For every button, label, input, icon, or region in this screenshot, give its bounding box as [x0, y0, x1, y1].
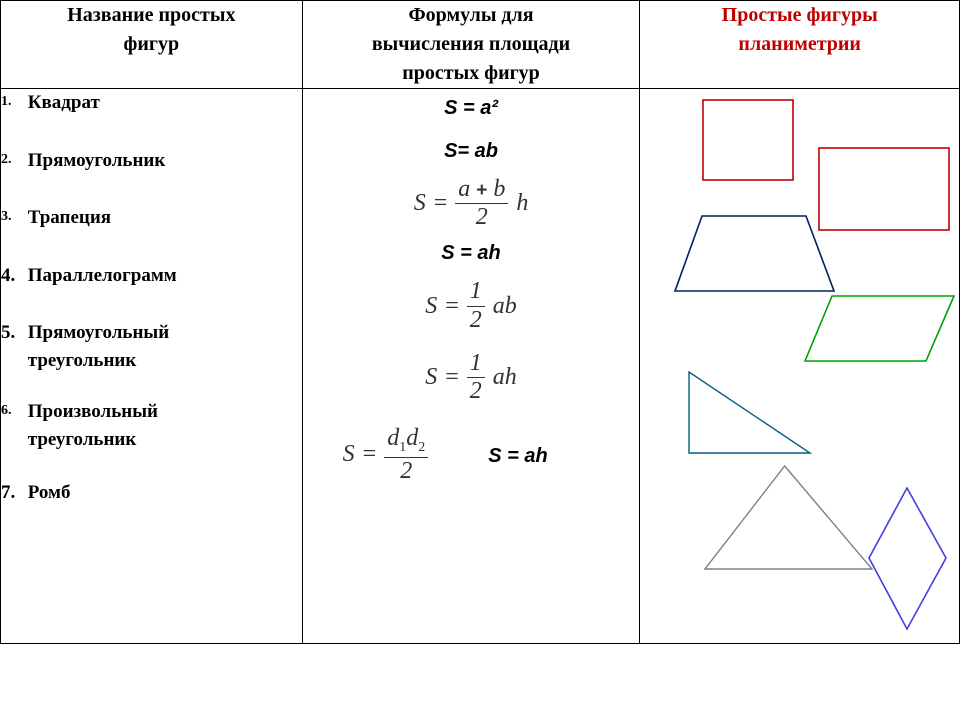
list-item: 6. Произвольныйтреугольник: [1, 398, 302, 453]
header-figures: Простые фигурыпланиметрии: [640, 1, 960, 89]
frac-bot: 2: [476, 204, 488, 230]
frac-top: a + b: [458, 176, 505, 202]
col-figures: [640, 89, 960, 644]
list-number: 1.: [1, 89, 23, 116]
frac-top: 1: [467, 279, 485, 306]
frac-top: 1: [467, 351, 485, 378]
formula-triangle: S = 1 2 ah: [303, 347, 640, 412]
fraction: a + b 2: [455, 177, 508, 230]
list-number: 7.: [1, 479, 23, 507]
list-item: 5. Прямоугольныйтреугольник: [1, 319, 302, 374]
formula-parallelogram: S = ah: [303, 242, 640, 265]
list-number: 2.: [1, 147, 23, 174]
formula-square: S = a²: [303, 97, 640, 120]
shape-rhombus: [868, 487, 949, 632]
fraction: 1 2: [467, 351, 485, 404]
list-number: 6.: [1, 398, 23, 425]
formula-symbol: S: [343, 441, 355, 468]
list-item: 3. Трапеция: [1, 204, 302, 232]
list-item: 1. Квадрат: [1, 89, 302, 117]
formula-rhombus-alt: S = ah: [488, 445, 547, 468]
frac-top: d1d2: [384, 426, 428, 457]
col-shape-names: 1. Квадрат 2. Прямоугольник 3. Трапеция …: [1, 89, 303, 644]
list-label: Ромб: [28, 479, 71, 507]
shape-parallelogram: [804, 295, 957, 364]
list-item: 7. Ромб: [1, 479, 302, 507]
formula-symbol: S: [425, 364, 437, 391]
fraction: 1 2: [467, 279, 485, 332]
shape-square: [702, 99, 795, 182]
formula-trapezoid: S = a + b 2 h: [303, 173, 640, 238]
formula-symbol: S: [414, 190, 426, 217]
list-label: Параллелограмм: [28, 262, 177, 290]
formula-eq: =: [445, 364, 459, 391]
shape-rectangle: [818, 147, 951, 232]
list-number: 4.: [1, 262, 23, 290]
list-number: 5.: [1, 319, 23, 347]
fraction: d1d2 2: [384, 426, 428, 484]
formula-right-triangle: S = 1 2 ab: [303, 275, 640, 340]
geometry-table: Название простыхфигур Формулы длявычисле…: [0, 0, 960, 644]
formula-rhombus: S = d1d2 2: [343, 426, 429, 484]
shape-right-triangle: [688, 371, 813, 456]
formula-rhombus-row: S = d1d2 2 S = ah: [303, 422, 640, 492]
header-names: Название простыхфигур: [1, 1, 303, 89]
list-item: 2. Прямоугольник: [1, 147, 302, 175]
formula-tail: ab: [493, 293, 517, 320]
frac-bot: 2: [470, 378, 482, 404]
formula-symbol: S: [425, 293, 437, 320]
formula-eq: =: [363, 441, 377, 468]
shape-trapezoid: [674, 215, 837, 294]
frac-bot: 2: [470, 307, 482, 333]
list-label: Прямоугольныйтреугольник: [28, 319, 169, 374]
shape-triangle: [704, 465, 875, 572]
formula-eq: =: [445, 293, 459, 320]
list-label: Квадрат: [28, 89, 100, 117]
formula-rect: S= ab: [303, 140, 640, 163]
col-formulas: S = a² S= ab S = a + b 2 h S = ah S =: [302, 89, 640, 644]
list-label: Произвольныйтреугольник: [28, 398, 158, 453]
header-formulas: Формулы длявычисления площадипростых фиг…: [302, 1, 640, 89]
list-label: Прямоугольник: [28, 147, 166, 175]
formula-tail: ah: [493, 364, 517, 391]
frac-bot: 2: [400, 458, 412, 484]
list-number: 3.: [1, 204, 23, 231]
formula-eq: =: [434, 190, 448, 217]
formula-tail: h: [516, 190, 528, 217]
list-label: Трапеция: [28, 204, 111, 232]
list-item: 4. Параллелограмм: [1, 262, 302, 290]
